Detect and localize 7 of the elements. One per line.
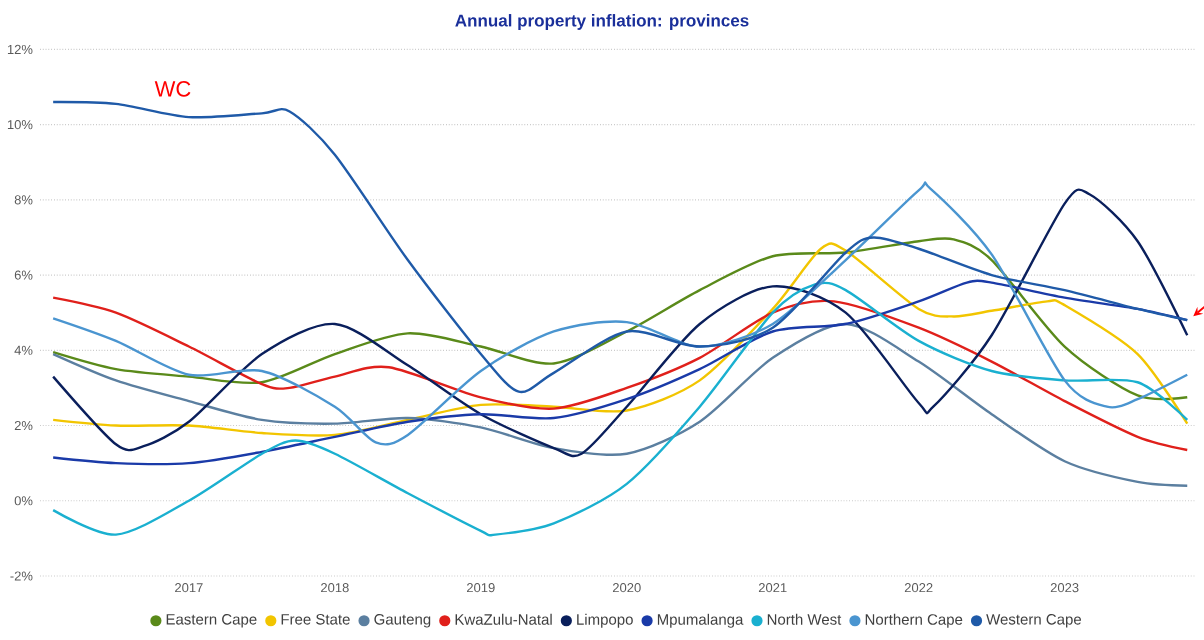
line-series: [51, 296, 1189, 452]
line-series: [51, 237, 1189, 401]
line-series: [51, 100, 1189, 394]
annotation: WC: [154, 81, 191, 97]
line-series: [51, 281, 1189, 537]
chart-title: Annual property inflation: provinces: [455, 14, 749, 30]
line-series: [51, 322, 1189, 487]
